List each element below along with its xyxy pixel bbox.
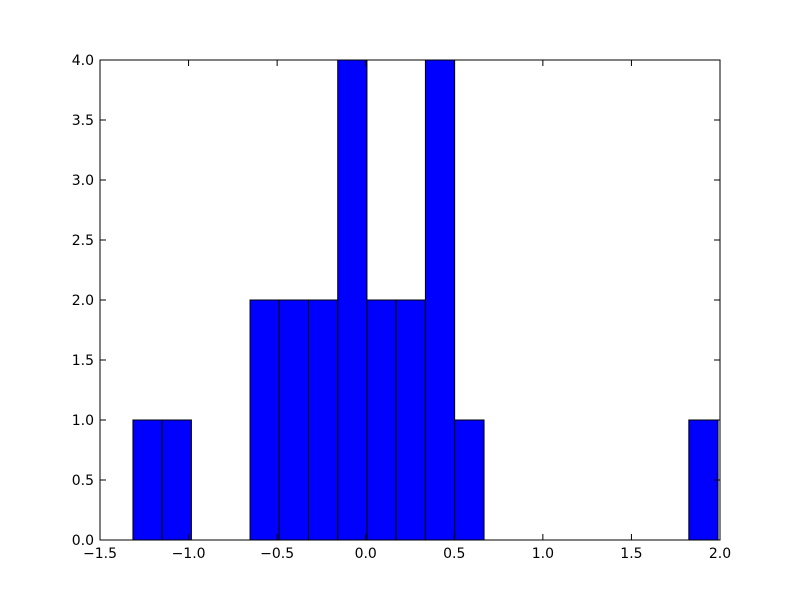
y-tick-label: 1.0: [72, 413, 94, 429]
bar: [132, 419, 163, 541]
y-tick-label: 2.5: [72, 233, 94, 249]
bar: [307, 299, 339, 541]
x-tick-label: 2.0: [709, 546, 731, 562]
x-tick-label: −0.5: [260, 546, 294, 562]
bar: [366, 299, 397, 541]
bar: [454, 419, 485, 541]
plot-frame: [99, 59, 721, 541]
y-tick-label: 1.5: [72, 353, 94, 369]
x-tick-label: −1.0: [172, 546, 206, 562]
x-tick-label: 1.5: [620, 546, 642, 562]
bar: [278, 299, 309, 541]
x-tick-label: 1.0: [532, 546, 554, 562]
y-tick-label: 2.0: [72, 293, 94, 309]
bar: [337, 59, 368, 541]
bar: [688, 419, 719, 541]
x-tick-label: 0.0: [355, 546, 377, 562]
y-tick-label: 3.5: [72, 113, 94, 129]
x-tick-label: 0.5: [443, 546, 465, 562]
bar: [395, 299, 426, 541]
y-tick-label: 4.0: [72, 53, 94, 69]
bar: [161, 419, 192, 541]
bar: [249, 299, 280, 541]
y-tick-label: 3.0: [72, 173, 94, 189]
bar: [424, 59, 456, 541]
y-tick-label: 0.5: [72, 473, 94, 489]
x-tick-label: −1.5: [83, 546, 117, 562]
y-tick-label: 0.0: [72, 533, 94, 549]
